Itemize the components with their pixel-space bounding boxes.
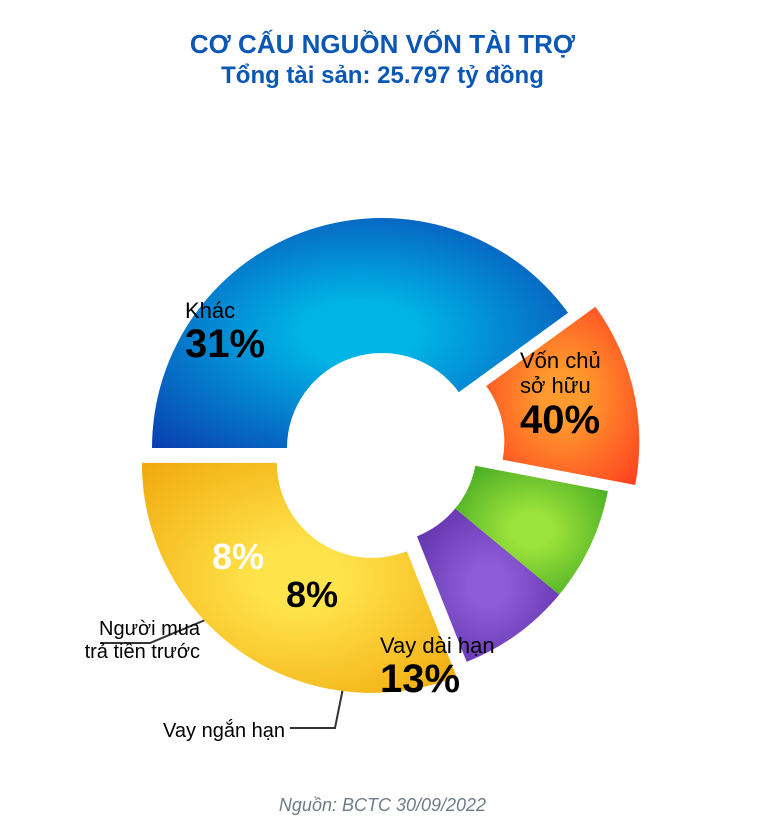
ext-label-prepayments: Người muatrả tiền trước (85, 618, 200, 664)
label-prepayments: 8% (212, 538, 264, 576)
ext-label-short_term_loan: Vay ngắn hạn (163, 720, 285, 743)
donut-chart: Vốn chủsở hữu40% Vay dài hạn13% 8% Vay ngắn… (0, 138, 765, 758)
label-short_term_loan: 8% (286, 576, 338, 614)
title-line2: Tổng tài sản: 25.797 tỷ đồng (0, 61, 765, 91)
label-other: Khác31% (185, 298, 265, 365)
label-equity: Vốn chủsở hữu40% (520, 348, 601, 441)
title-line1: CƠ CẤU NGUỒN VỐN TÀI TRỢ (0, 28, 765, 61)
chart-title: CƠ CẤU NGUỒN VỐN TÀI TRỢ Tổng tài sản: 2… (0, 28, 765, 91)
label-long_term_loan: Vay dài hạn13% (380, 633, 495, 700)
source-text: Nguồn: BCTC 30/09/2022 (0, 795, 765, 816)
